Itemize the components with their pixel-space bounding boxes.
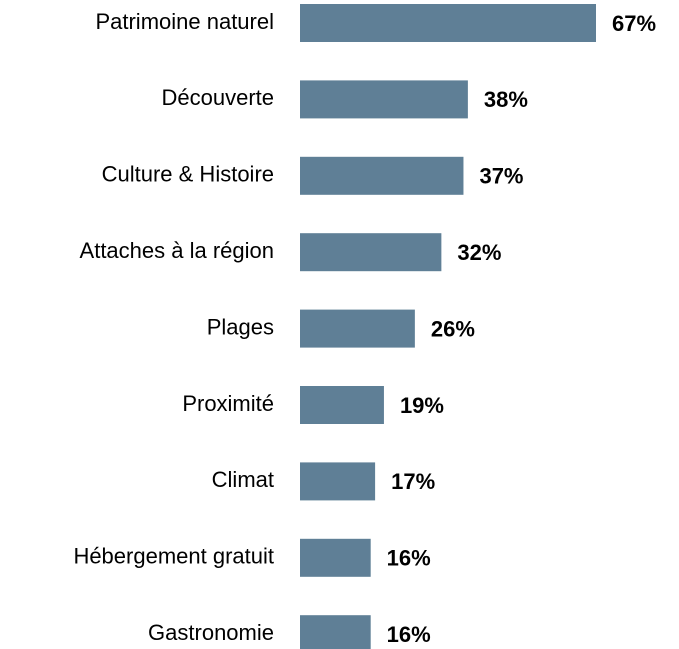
value-label: 32% (457, 240, 501, 265)
category-label: Plages (207, 314, 274, 339)
category-label: Attaches à la région (80, 238, 274, 263)
bar (300, 462, 376, 501)
value-label: 16% (387, 622, 431, 647)
category-label: Découverte (161, 85, 274, 110)
category-label: Gastronomie (148, 620, 274, 645)
bar (300, 538, 371, 577)
bar (300, 386, 384, 424)
category-label: Hébergement gratuit (73, 544, 274, 569)
category-label: Climat (212, 467, 274, 492)
value-label: 67% (612, 11, 656, 36)
value-label: 38% (484, 87, 528, 112)
value-label: 16% (387, 546, 431, 571)
bar (300, 615, 371, 649)
bar (300, 309, 415, 348)
category-label: Patrimoine naturel (95, 9, 274, 34)
bar (300, 80, 468, 119)
value-label: 37% (479, 164, 523, 189)
bar (300, 156, 464, 195)
category-label: Proximité (182, 391, 274, 416)
value-label: 19% (400, 393, 444, 418)
bar (300, 4, 596, 42)
value-label: 17% (391, 469, 435, 494)
value-label: 26% (431, 316, 475, 341)
bar (300, 233, 442, 272)
category-label: Culture & Histoire (102, 162, 274, 187)
